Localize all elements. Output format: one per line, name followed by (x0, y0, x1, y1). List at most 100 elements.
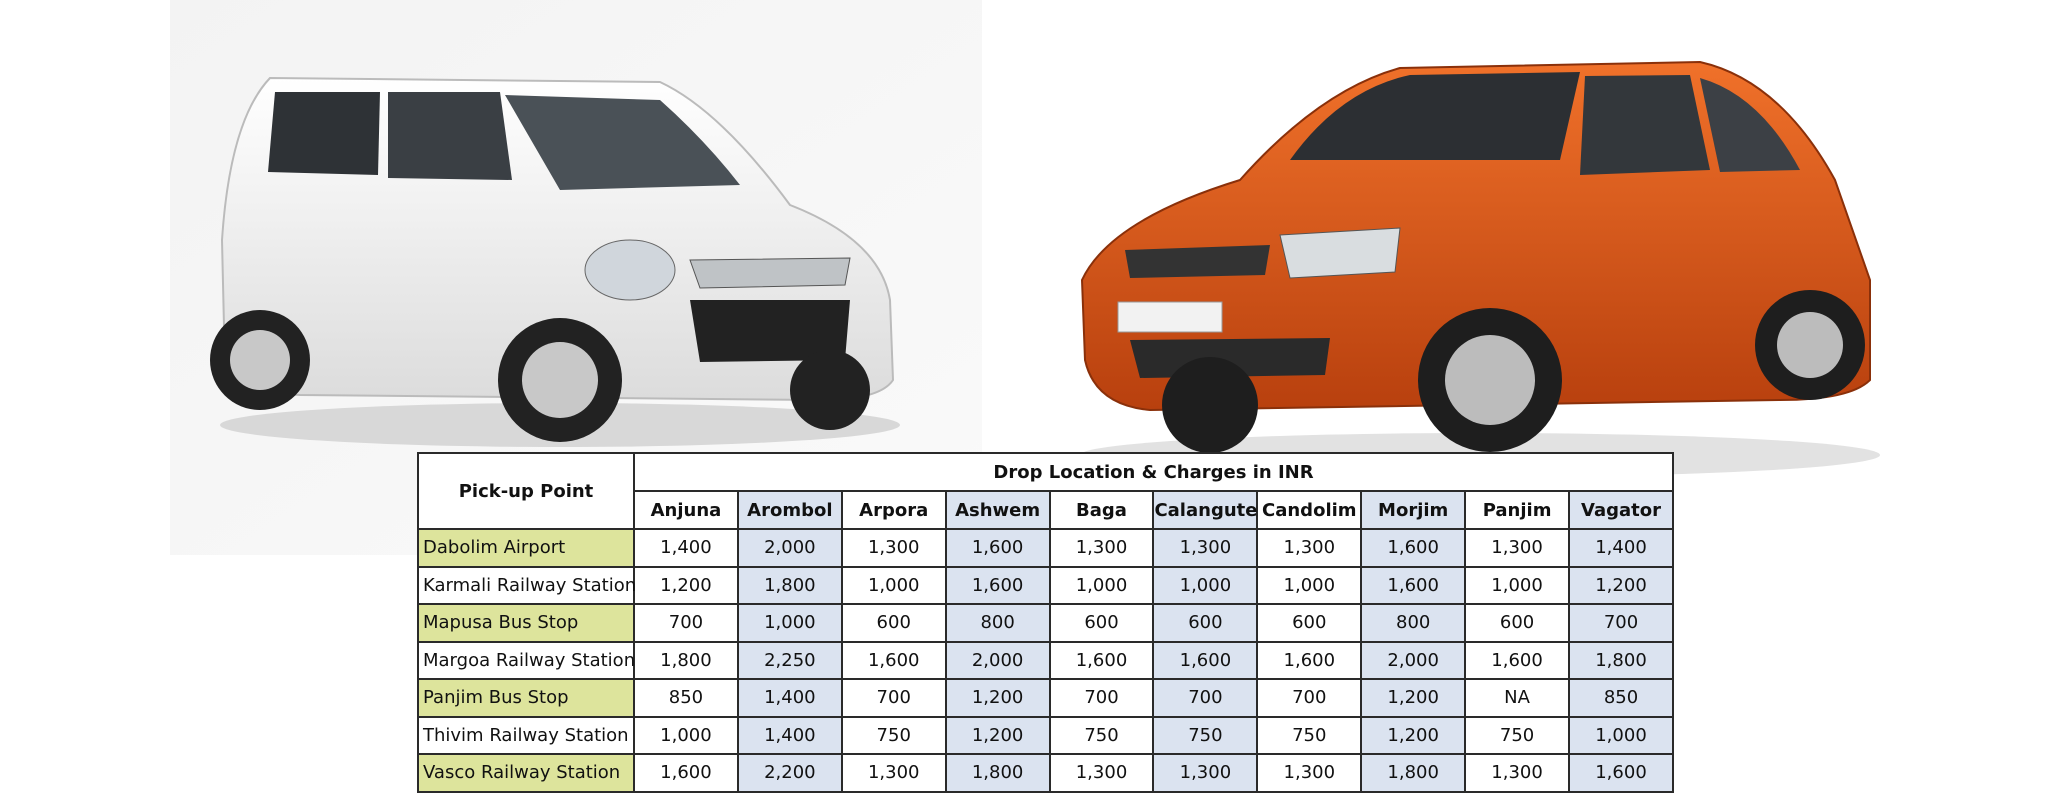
charge-cell: 1,600 (1464, 640, 1571, 680)
charge-cell: 1,600 (1360, 565, 1467, 605)
location-header: Vagator (1568, 490, 1674, 530)
charge-cell: 1,600 (1360, 528, 1467, 568)
table-row: Vasco Railway Station 1,600 2,200 1,300 1,80… (417, 753, 1674, 793)
fare-table: Pick-up Point Drop Location & Charges in… (417, 452, 1674, 793)
location-header: Candolim (1256, 490, 1363, 530)
charge-cell: 2,000 (736, 528, 843, 568)
charge-cell: 750 (1048, 715, 1155, 755)
location-header: Morjim (1360, 490, 1467, 530)
charge-cell: 700 (633, 603, 739, 643)
charge-cell: 1,200 (1360, 678, 1467, 718)
charge-cell: 800 (1360, 603, 1467, 643)
pickup-point: Thivim Railway Station (417, 715, 635, 755)
charge-cell: 1,300 (1256, 528, 1363, 568)
charge-cell: 1,300 (1464, 528, 1571, 568)
charge-cell: 1,600 (1048, 640, 1155, 680)
drop-header: Drop Location & Charges in INR (633, 452, 1674, 492)
table-row: Dabolim Airport 1,400 2,000 1,300 1,600 1,300… (417, 528, 1674, 568)
white-car (210, 76, 900, 447)
charge-cell: 800 (944, 603, 1051, 643)
charge-cell: 750 (1256, 715, 1363, 755)
pickup-point: Karmali Railway Station (417, 565, 636, 605)
location-header: Baga (1048, 490, 1155, 530)
charge-cell: 1,800 (736, 565, 843, 605)
charge-cell: 600 (1048, 603, 1155, 643)
location-header: Arpora (840, 490, 947, 530)
charge-cell: 1,400 (1568, 528, 1674, 568)
charge-cell: 1,200 (1360, 715, 1467, 755)
charge-cell: 1,000 (1048, 565, 1155, 605)
charge-cell: 1,400 (633, 528, 739, 568)
charge-cell: 1,200 (944, 678, 1051, 718)
charge-cell: 600 (1464, 603, 1571, 643)
pickup-point: Vasco Railway Station (417, 753, 635, 793)
charge-cell: 1,300 (1048, 528, 1155, 568)
charge-cell: 2,250 (736, 640, 843, 680)
charge-cell: 750 (840, 715, 947, 755)
charge-cell: 1,300 (840, 753, 947, 793)
header-row: Pick-up Point Drop Location & Charges in… (417, 452, 1674, 530)
location-header: Anjuna (633, 490, 739, 530)
charge-cell: 850 (1568, 678, 1674, 718)
charge-cell: 1,300 (1256, 753, 1363, 793)
charge-cell: 1,300 (1152, 753, 1259, 793)
table-row: Mapusa Bus Stop 700 1,000 600 800 600 600 600 80… (417, 603, 1674, 643)
orange-car (1080, 60, 1880, 477)
pickup-point: Margoa Railway Station (417, 640, 635, 680)
charge-cell: 2,000 (944, 640, 1051, 680)
charge-cell: NA (1464, 678, 1571, 718)
table-row: Margoa Railway Station 1,800 2,250 1,600 2,0… (417, 640, 1674, 680)
charge-cell: 1,600 (1152, 640, 1259, 680)
charge-cell: 1,800 (944, 753, 1051, 793)
charge-cell: 1,000 (633, 715, 739, 755)
charge-cell: 1,600 (633, 753, 739, 793)
charge-cell: 1,300 (1152, 528, 1259, 568)
charge-cell: 700 (1256, 678, 1363, 718)
charge-cell: 700 (1568, 603, 1674, 643)
charge-cell: 1,300 (1048, 753, 1155, 793)
charge-cell: 1,600 (944, 565, 1051, 605)
charge-cell: 2,200 (736, 753, 843, 793)
charge-cell: 1,800 (1568, 640, 1674, 680)
charge-cell: 1,400 (736, 715, 843, 755)
charge-cell: 1,300 (1464, 753, 1571, 793)
charge-cell: 1,800 (633, 640, 739, 680)
charge-cell: 1,200 (944, 715, 1051, 755)
charge-cell: 1,000 (1464, 565, 1571, 605)
charge-cell: 1,200 (633, 565, 739, 605)
charge-cell: 1,600 (1256, 640, 1363, 680)
charge-cell: 1,200 (1568, 565, 1674, 605)
table-row: Thivim Railway Station 1,000 1,400 750 1,200… (417, 715, 1674, 755)
pickup-point: Panjim Bus Stop (417, 678, 635, 718)
charge-cell: 1,800 (1360, 753, 1467, 793)
location-row: Anjuna Arombol Arpora Ashwem Baga Calangute Ca… (418, 490, 1674, 530)
charge-cell: 1,000 (840, 565, 947, 605)
charge-cell: 1,400 (736, 678, 843, 718)
charge-cell: 1,600 (944, 528, 1051, 568)
charge-cell: 1,300 (840, 528, 947, 568)
location-header: Panjim (1464, 490, 1571, 530)
location-header: Arombol (736, 490, 843, 530)
location-header: Ashwem (944, 490, 1051, 530)
pickup-point: Dabolim Airport (417, 528, 635, 568)
charge-cell: 1,000 (1256, 565, 1363, 605)
table-body: Dabolim Airport 1,400 2,000 1,300 1,600 1,300… (417, 528, 1674, 793)
charge-cell: 1,000 (1152, 565, 1259, 605)
table-row: Karmali Railway Station 1,200 1,800 1,000 1,… (417, 565, 1674, 605)
charge-cell: 2,000 (1360, 640, 1467, 680)
charge-cell: 750 (1152, 715, 1259, 755)
charge-cell: 700 (840, 678, 947, 718)
charge-cell: 600 (840, 603, 947, 643)
charge-cell: 850 (633, 678, 739, 718)
pickup-point: Mapusa Bus Stop (417, 603, 635, 643)
charge-cell: 600 (1256, 603, 1363, 643)
charge-cell: 1,600 (840, 640, 947, 680)
charge-cell: 600 (1152, 603, 1259, 643)
pickup-header: Pick-up Point (417, 452, 635, 530)
location-header: Calangute (1152, 490, 1259, 530)
table-row: Panjim Bus Stop 850 1,400 700 1,200 700 700 700… (417, 678, 1674, 718)
charge-cell: 700 (1048, 678, 1155, 718)
charge-cell: 1,600 (1568, 753, 1674, 793)
